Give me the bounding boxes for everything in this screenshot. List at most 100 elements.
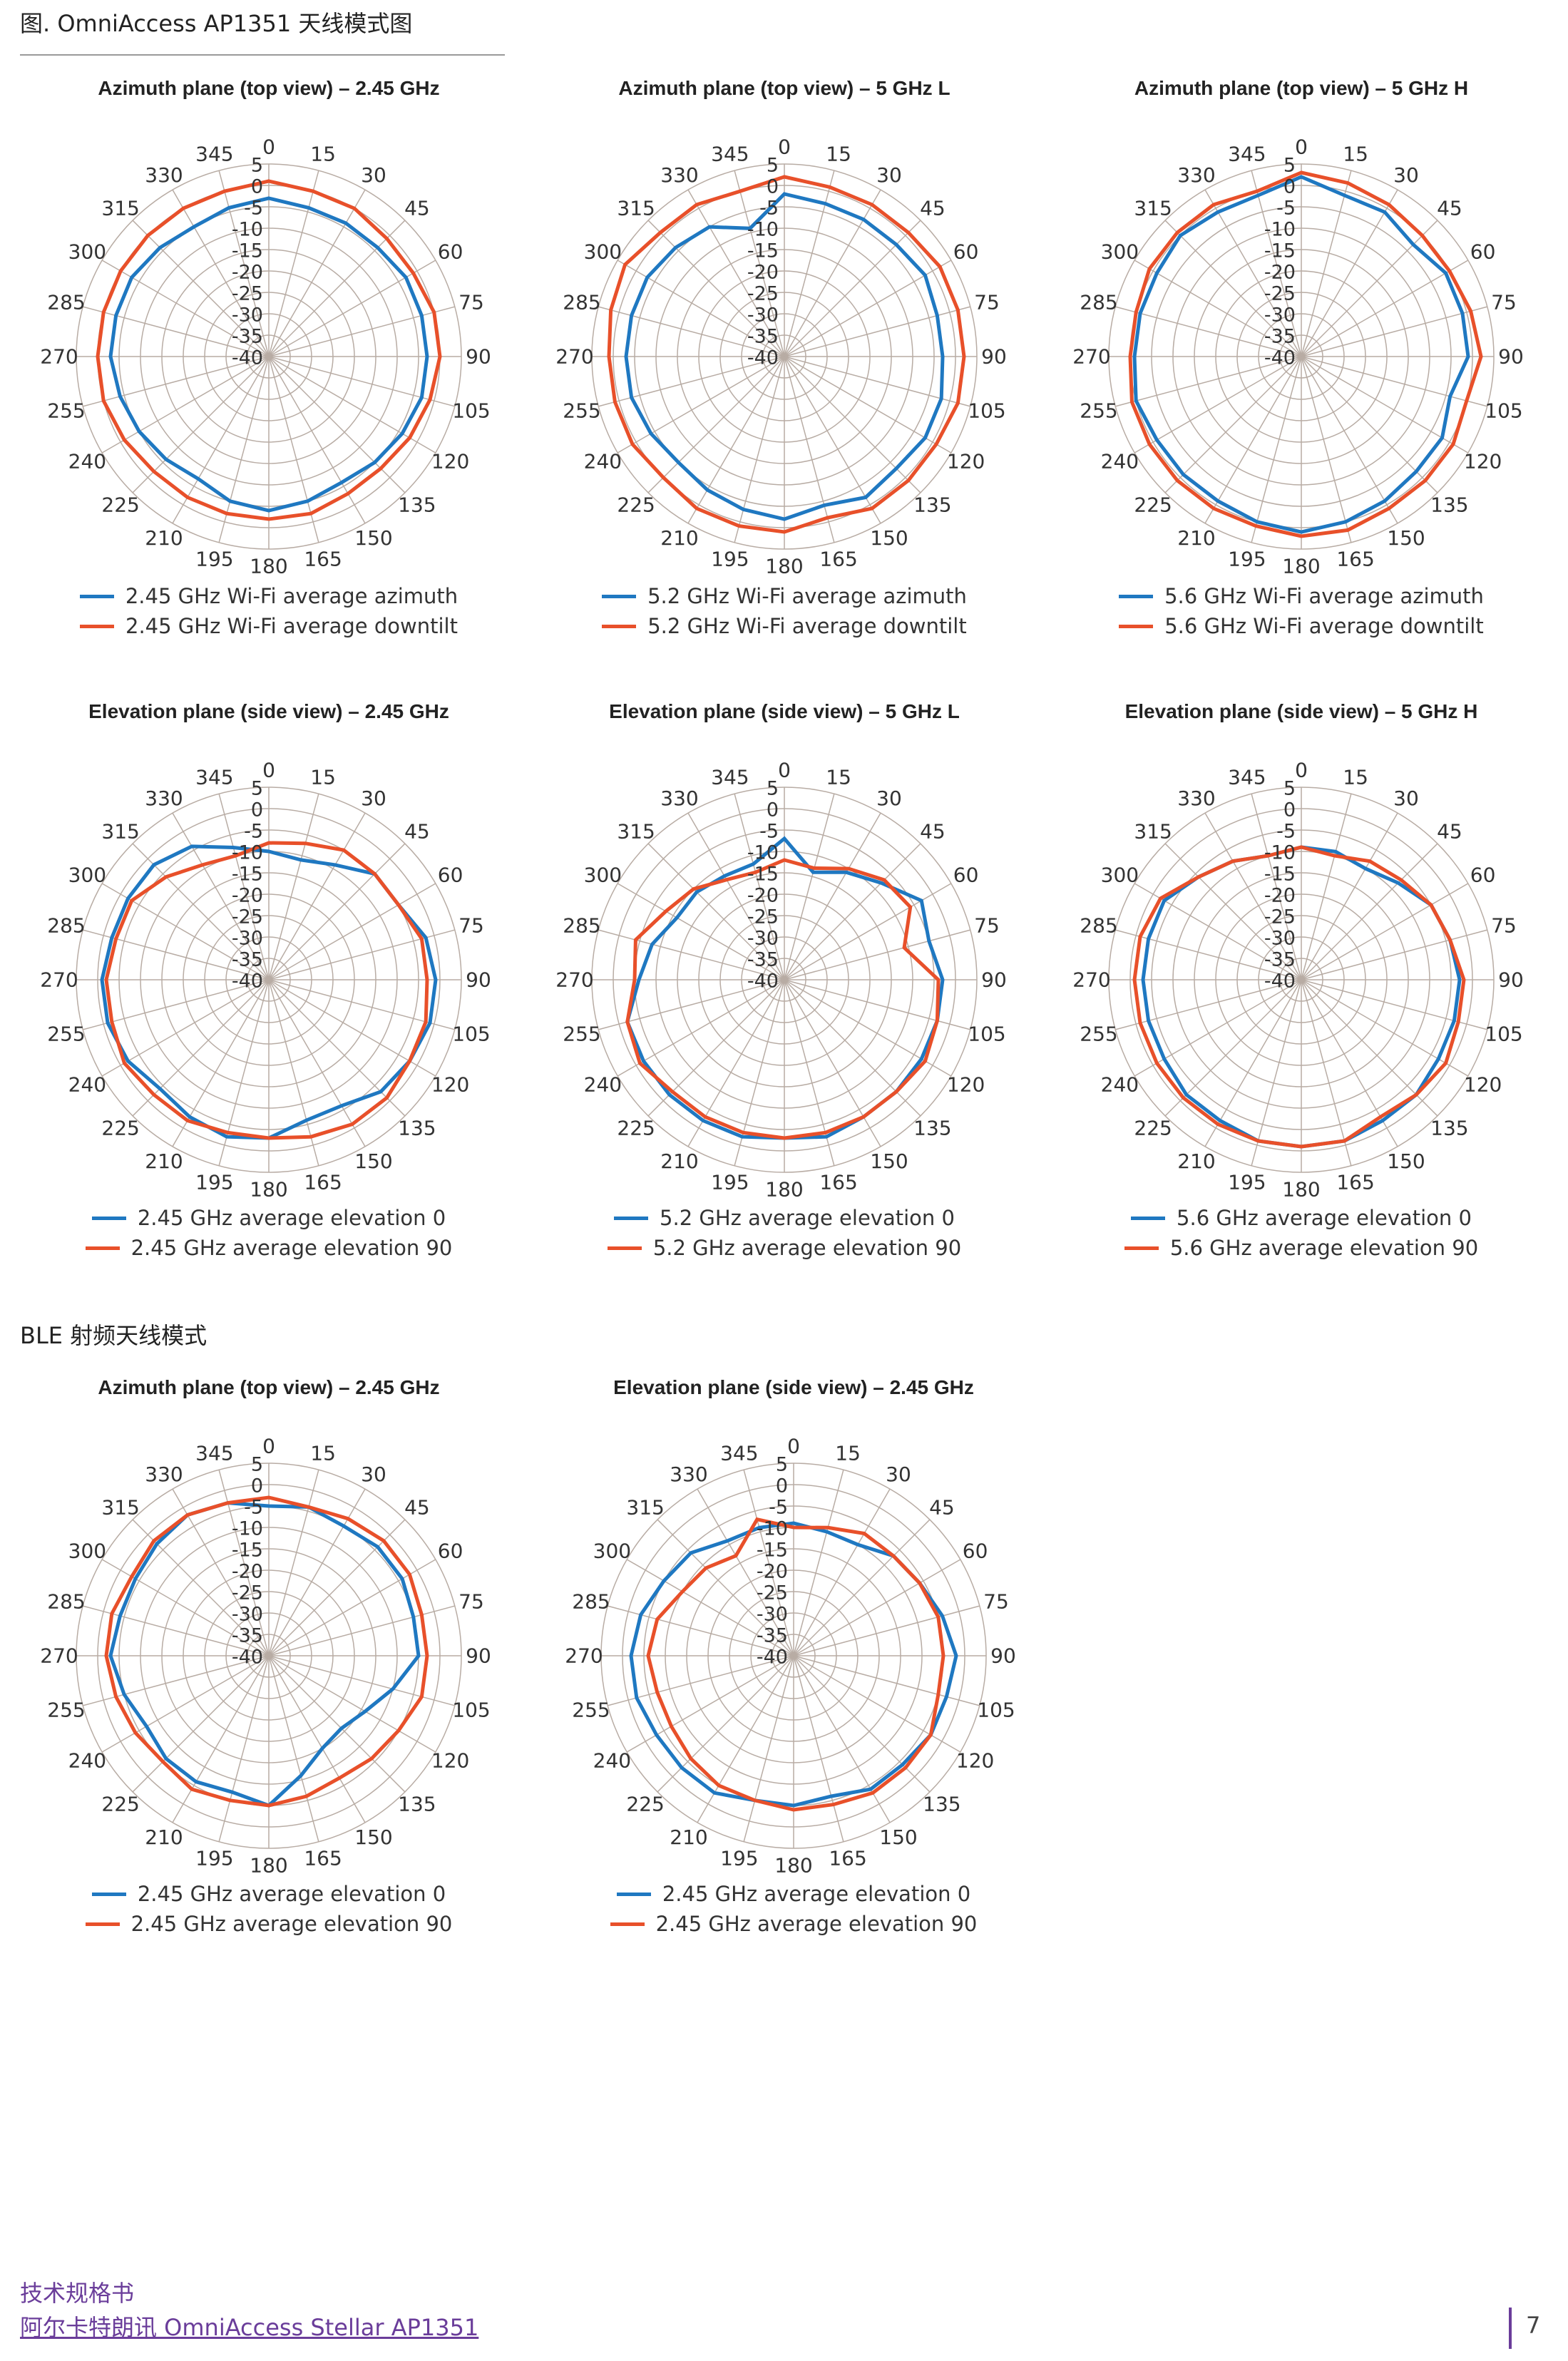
angle-tick-label: 285 (47, 913, 85, 937)
angle-tick-label: 150 (879, 1825, 917, 1849)
polar-chart-2: Azimuth plane (top view) – 5 GHz L 0 15 30… (538, 77, 1030, 662)
chart-title: Elevation plane (side view) – 5 GHz L (609, 700, 960, 722)
polar-spoke (1301, 979, 1438, 1117)
figure-title: 图. OmniAccess AP1351 天线模式图 (20, 10, 413, 37)
title-divider (20, 54, 505, 56)
radial-tick-label: 0 (1283, 799, 1296, 821)
polar-spoke (268, 979, 455, 1030)
polar-spoke (268, 356, 436, 454)
polar-spoke (793, 1605, 980, 1656)
angle-tick-label: 285 (563, 913, 600, 937)
legend-label: 2.45 GHz average elevation 90 (130, 1236, 453, 1260)
angle-tick-label: 300 (68, 864, 106, 887)
angle-tick-label: 270 (40, 1644, 78, 1668)
radial-tick-label: -15 (747, 864, 779, 886)
radial-labels: 50-5-10-15-20-25-30-35-40 (747, 778, 779, 993)
radial-tick-label: -40 (757, 1646, 788, 1669)
polar-chart-8: Elevation plane (side view) – 2.45 GHz 0… (548, 1376, 1040, 1961)
polar-spoke (1134, 979, 1302, 1077)
polar-spoke (598, 979, 785, 1030)
angle-tick-label: 225 (617, 493, 655, 516)
angle-tick-label: 330 (145, 163, 183, 187)
angle-tick-label: 105 (977, 1699, 1015, 1722)
polar-spoke (1164, 979, 1302, 1117)
polar-spoke (784, 843, 921, 980)
legend-swatch-blue (1131, 1216, 1166, 1220)
angle-tick-label: 45 (404, 820, 430, 844)
radial-tick-label: 0 (1283, 176, 1296, 198)
angle-tick-label: 150 (1387, 1149, 1425, 1173)
angle-tick-label: 330 (660, 163, 698, 187)
angle-tick-label: 15 (826, 766, 851, 789)
angle-tick-label: 135 (398, 493, 436, 516)
angle-tick-label: 60 (953, 864, 979, 887)
angle-tick-label: 45 (929, 1496, 955, 1520)
polar-spoke (793, 1559, 961, 1656)
polar-spoke (1134, 356, 1302, 454)
polar-spoke (784, 979, 952, 1077)
polar-chart-5: Elevation plane (side view) – 5 GHz L 0 1… (538, 700, 1030, 1285)
radial-tick-label: -30 (232, 928, 263, 950)
angle-tick-label: 120 (947, 450, 985, 473)
angle-tick-label: 345 (720, 1442, 758, 1465)
footer-product-link[interactable]: 阿尔卡特朗讯 OmniAccess Stellar AP1351 (20, 2314, 479, 2341)
angle-tick-label: 330 (1177, 787, 1215, 810)
angle-tick-label: 285 (1080, 913, 1117, 937)
angle-tick-label: 330 (660, 787, 698, 810)
polar-spoke (1301, 306, 1487, 357)
radial-tick-label: -25 (1264, 906, 1296, 928)
angle-tick-label: 285 (563, 290, 600, 314)
angle-tick-label: 105 (452, 399, 490, 423)
radial-tick-label: -20 (232, 1561, 263, 1583)
radial-tick-label: -5 (769, 1497, 788, 1519)
polar-spoke (1134, 883, 1302, 980)
angle-tick-label: 270 (1072, 345, 1110, 369)
angle-tick-label: 15 (835, 1442, 861, 1465)
angle-tick-label: 210 (670, 1825, 707, 1849)
angle-tick-label: 0 (1295, 135, 1308, 159)
polar-spoke (743, 1655, 794, 1842)
legend-item: 5.6 GHz Wi-Fi average azimuth (1055, 581, 1547, 611)
polar-spoke (793, 1655, 891, 1823)
polar-spoke (647, 843, 785, 980)
angle-tick-label: 225 (1134, 493, 1172, 516)
series-line-red (646, 1517, 946, 1812)
polar-spoke (132, 220, 270, 357)
legend-swatch-red (1124, 1246, 1159, 1250)
angle-tick-label: 45 (404, 1496, 430, 1520)
angle-tick-label: 300 (68, 1540, 106, 1563)
angle-tick-label: 345 (1228, 766, 1266, 789)
legend-label: 5.2 GHz average elevation 90 (652, 1236, 962, 1260)
polar-series (104, 1495, 429, 1808)
legend-item: 2.45 GHz average elevation 90 (23, 1909, 515, 1939)
radial-tick-label: -10 (232, 219, 263, 241)
angle-tick-label: 60 (438, 1540, 463, 1563)
legend-swatch-red (602, 624, 637, 628)
polar-spoke (268, 979, 319, 1166)
radial-tick-label: -10 (747, 219, 779, 241)
angle-tick-label: 300 (584, 240, 622, 264)
angle-tick-label: 315 (101, 197, 139, 220)
angle-tick-label: 45 (920, 820, 946, 844)
polar-spoke (101, 1655, 270, 1753)
legend-swatch-blue (1119, 594, 1154, 598)
radial-tick-label: -20 (747, 262, 779, 284)
polar-spoke (784, 979, 970, 1030)
radial-tick-label: -10 (1264, 219, 1296, 241)
angle-tick-label: 105 (452, 1699, 490, 1722)
polar-spoke (793, 1655, 931, 1793)
polar-spoke (268, 220, 406, 357)
angle-tick-label: 0 (778, 135, 791, 159)
radial-tick-label: -40 (232, 347, 263, 369)
polar-spoke (1115, 306, 1302, 357)
polar-grid (76, 1463, 462, 1849)
legend-item: 5.6 GHz average elevation 0 (1055, 1203, 1547, 1233)
footer: 技术规格书 阿尔卡特朗讯 OmniAccess Stellar AP1351 (20, 2276, 478, 2345)
angle-tick-label: 345 (195, 143, 233, 166)
radial-tick-label: -15 (1264, 864, 1296, 886)
angle-tick-label: 0 (262, 135, 275, 159)
polar-spoke (1115, 929, 1302, 980)
polar-spoke (218, 1470, 270, 1656)
polar-spoke (1301, 979, 1487, 1030)
